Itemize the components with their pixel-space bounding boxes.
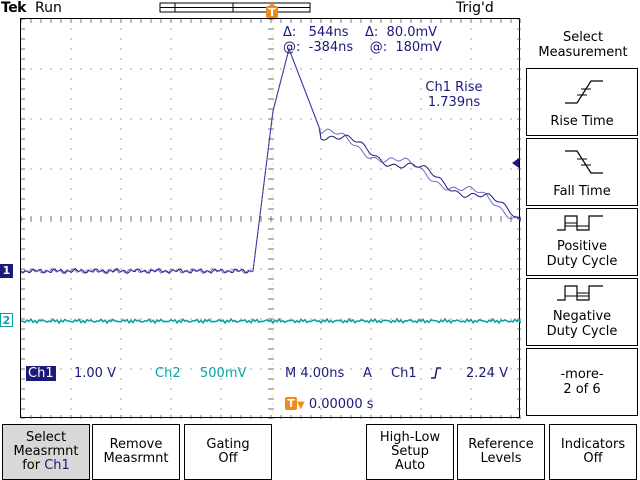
ch2-ground-marker[interactable]: 2 <box>0 313 13 327</box>
ch1-ground-marker[interactable]: 1 <box>0 264 13 278</box>
measurement-value: 1.739ns <box>427 95 481 110</box>
bottom-menu: Select Measrmnt for Ch1 Remove Measrmnt … <box>0 420 640 480</box>
ch2-waveform <box>21 317 521 325</box>
negative-duty-cycle-button[interactable]: Negative Duty Cycle <box>526 278 638 346</box>
positive-duty-cycle-button[interactable]: Positive Duty Cycle <box>526 208 638 276</box>
ch2-scale: 500mV <box>200 366 247 381</box>
timebase: M 4.00ns <box>285 366 345 381</box>
remove-measurement-button[interactable]: Remove Measrmnt <box>92 424 180 480</box>
waveform-display[interactable] <box>20 18 521 419</box>
more-button[interactable]: -more- 2 of 6 <box>526 348 638 416</box>
svg-text:T: T <box>268 6 276 19</box>
remove-measurement-label: Remove Measrmnt <box>103 437 169 466</box>
negative-duty-label: Negative Duty Cycle <box>546 309 618 339</box>
ch2-label[interactable]: Ch2 <box>155 366 181 381</box>
positive-duty-icon <box>557 215 603 231</box>
rise-time-icon <box>565 80 603 104</box>
fall-time-button[interactable]: Fall Time <box>526 138 638 206</box>
trigger-level-marker[interactable] <box>512 158 519 168</box>
measurement-readout: Ch1 Rise 1.739ns <box>418 80 490 110</box>
channel-status-row: Ch1 1.00 V Ch2 500mV M 4.00ns A Ch1 2.24… <box>20 365 520 385</box>
trigger-position-value: 0.00000 s <box>308 397 374 412</box>
high-low-setup-label: High-Low Setup Auto <box>379 430 441 473</box>
more-label: -more- 2 of 6 <box>560 367 604 397</box>
positive-duty-label: Positive Duty Cycle <box>546 239 618 269</box>
rise-time-label: Rise Time <box>550 114 614 129</box>
side-menu-title: Select Measurement <box>526 30 640 60</box>
select-measurement-label: Select Measrmnt for <box>13 430 79 473</box>
trigger-state: Trig'd <box>456 0 494 16</box>
side-title-line1: Select <box>562 30 604 45</box>
reference-levels-button[interactable]: Reference Levels <box>457 424 545 480</box>
cursor-readout: Δ: 544ns Δ: 80.0mV @: -384ns @: 180mV <box>283 25 442 55</box>
select-measurement-channel: Ch1 <box>44 458 70 473</box>
fall-time-label: Fall Time <box>553 184 611 199</box>
measurement-name: Ch1 Rise <box>425 80 483 95</box>
brand-logo: Tek <box>1 0 27 16</box>
gating-button[interactable]: Gating Off <box>184 424 272 480</box>
rise-time-button[interactable]: Rise Time <box>526 68 638 136</box>
cursor-readout-line2: @: -384ns @: 180mV <box>283 40 442 55</box>
gating-label: Gating Off <box>206 437 250 466</box>
trigger-icon: T <box>285 397 297 410</box>
trigger-position-readout: T ▼ 0.00000 s <box>285 397 374 412</box>
record-view-bar <box>159 2 311 13</box>
arrow-down-icon: ▼ <box>297 400 305 411</box>
side-menu: Select Measurement Rise Time Fall Time Po… <box>526 18 640 420</box>
high-low-setup-button[interactable]: High-Low Setup Auto <box>366 424 454 480</box>
status-bar: Tek Run Trig'd <box>0 0 640 18</box>
select-measurement-button[interactable]: Select Measrmnt for Ch1 <box>2 424 90 480</box>
side-title-line2: Measurement <box>538 45 628 60</box>
rising-edge-icon <box>430 366 442 384</box>
trigger-mode: A <box>363 366 372 381</box>
cursor-readout-line1: Δ: 544ns Δ: 80.0mV <box>283 25 438 40</box>
ch1-label[interactable]: Ch1 <box>26 366 56 381</box>
acquisition-state: Run <box>35 0 62 16</box>
trigger-source: Ch1 <box>391 366 417 381</box>
trigger-level: 2.24 V <box>466 366 508 381</box>
indicators-button[interactable]: Indicators Off <box>549 424 637 480</box>
ch1-scale: 1.00 V <box>74 366 116 381</box>
negative-duty-icon <box>557 285 603 301</box>
indicators-label: Indicators Off <box>560 437 626 466</box>
fall-time-icon <box>565 150 603 174</box>
reference-levels-label: Reference Levels <box>468 437 534 466</box>
graticule <box>21 19 521 419</box>
